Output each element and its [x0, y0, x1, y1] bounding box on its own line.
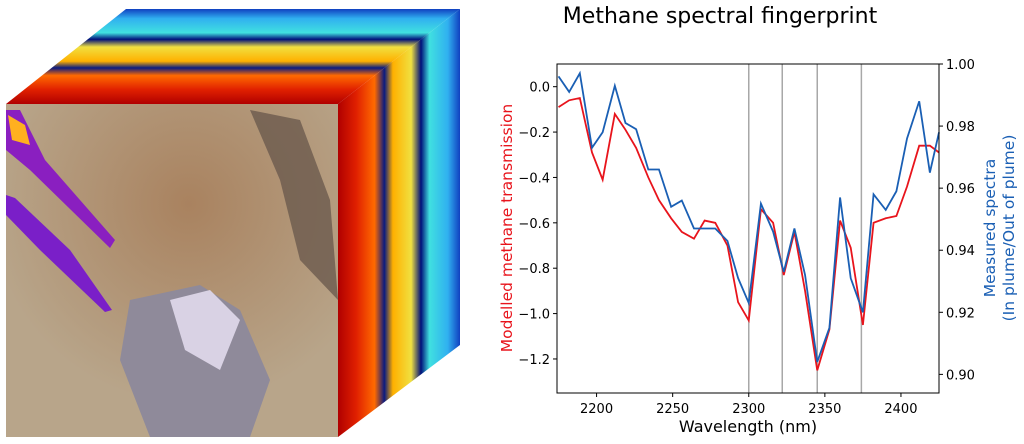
- y-left-tick-label: −1.2: [518, 353, 550, 368]
- y-axis-right-label-2: (In plume/Out of plume): [1000, 135, 1018, 322]
- methane-plume-core: [8, 115, 30, 145]
- measured-spectra-line: [557, 70, 940, 363]
- y-axis-left-label: Modelled methane transmission: [498, 104, 516, 352]
- y-left-tick-label: −0.4: [518, 171, 550, 186]
- y-right-tick-label: 1.00: [946, 58, 975, 73]
- hyperspectral-cube-image: [6, 9, 460, 437]
- methane-plume: [6, 195, 112, 312]
- methane-plume: [6, 110, 115, 248]
- x-axis-label: Wavelength (nm): [679, 417, 817, 436]
- y-axis-right-label-1: Measured spectra: [981, 159, 999, 298]
- modelled-transmission-line: [558, 96, 940, 371]
- y-right-tick-label: 0.92: [946, 306, 975, 321]
- cube-top-face: [6, 9, 460, 104]
- dark-ridge: [250, 110, 338, 300]
- y-left-tick-label: −1.0: [518, 308, 550, 323]
- y-left-tick-label: −0.2: [518, 126, 550, 141]
- x-tick-label: 2400: [884, 402, 917, 417]
- y-right-tick-label: 0.94: [946, 244, 975, 259]
- cube-right-face: [338, 9, 460, 437]
- x-tick-label: 2200: [580, 402, 613, 417]
- plot-frame: [556, 63, 940, 394]
- salt-flat-bright: [170, 290, 240, 370]
- y-right-tick-label: 0.96: [946, 182, 975, 197]
- x-tick-label: 2250: [656, 402, 689, 417]
- x-tick-label: 2300: [732, 402, 765, 417]
- y-right-tick-label: 0.98: [946, 120, 975, 135]
- x-tick-label: 2350: [808, 402, 841, 417]
- y-left-tick-label: −0.6: [518, 217, 550, 232]
- y-left-tick-label: −0.8: [518, 262, 550, 277]
- chart-title: Methane spectral fingerprint: [562, 4, 878, 29]
- y-left-tick-label: 0.0: [529, 81, 550, 96]
- y-right-tick-label: 0.90: [946, 368, 975, 383]
